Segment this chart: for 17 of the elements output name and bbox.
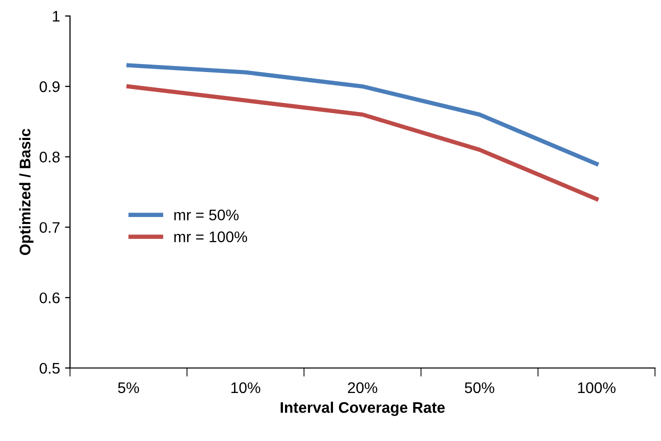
x-tick-label: 50% xyxy=(464,382,494,394)
y-tick-label: 1 xyxy=(52,11,60,22)
y-tick-label: 0.7 xyxy=(40,222,60,233)
x-tick-label: 10% xyxy=(231,382,260,394)
line-series xyxy=(126,63,599,166)
y-axis-title: Optimized / Basic xyxy=(19,128,34,256)
y-tick-label: 0.8 xyxy=(40,152,60,162)
x-tick-label: 5% xyxy=(118,382,139,394)
legend-label: mr = 100% xyxy=(174,231,248,242)
legend-label: mr = 50% xyxy=(174,210,239,220)
x-axis-title: Interval Coverage Rate xyxy=(280,402,445,416)
x-tick-label: 100% xyxy=(578,382,616,394)
y-tick-label: 0.6 xyxy=(40,292,60,304)
line-series xyxy=(126,84,599,202)
y-tick-label: 0.9 xyxy=(40,81,60,92)
y-tick-label: 0.5 xyxy=(40,362,60,374)
x-tick-label: 20% xyxy=(348,382,378,394)
